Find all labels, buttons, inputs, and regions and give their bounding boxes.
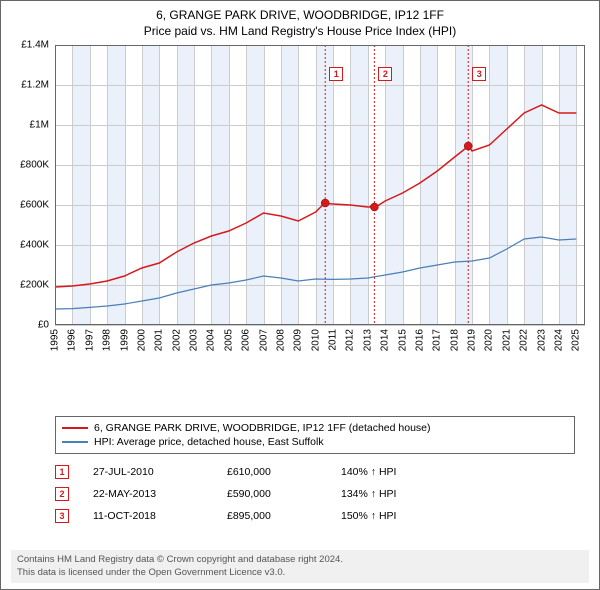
x-tick-label: 2003	[189, 329, 200, 351]
event-pct: 140% ↑ HPI	[341, 466, 396, 478]
x-tick-label: 2018	[449, 329, 460, 351]
event-pct: 150% ↑ HPI	[341, 510, 396, 522]
sale-dot	[370, 203, 378, 211]
x-tick-label: 2023	[536, 329, 547, 351]
x-tick-label: 2004	[206, 329, 217, 351]
footer-line1: Contains HM Land Registry data © Crown c…	[17, 554, 583, 566]
x-tick-label: 2020	[484, 329, 495, 351]
title-block: 6, GRANGE PARK DRIVE, WOODBRIDGE, IP12 1…	[1, 1, 599, 39]
x-tick-label: 2017	[432, 329, 443, 351]
sale-dot	[321, 199, 329, 207]
x-tick-label: 2014	[380, 329, 391, 351]
y-tick-label: £800K	[20, 160, 49, 171]
event-date: 22-MAY-2013	[93, 488, 203, 500]
y-tick-label: £400K	[20, 240, 49, 251]
x-tick-label: 2000	[136, 329, 147, 351]
footer-line2: This data is licensed under the Open Gov…	[17, 567, 583, 579]
series-hpi	[55, 237, 576, 309]
title-subtitle: Price paid vs. HM Land Registry's House …	[1, 23, 599, 39]
legend-row: 6, GRANGE PARK DRIVE, WOODBRIDGE, IP12 1…	[62, 421, 568, 435]
x-tick-label: 2013	[362, 329, 373, 351]
x-tick-label: 2012	[345, 329, 356, 351]
y-tick-label: £0	[38, 320, 49, 331]
y-tick-label: £1.2M	[21, 80, 49, 91]
chart-area: £0£200K£400K£600K£800K£1M£1.2M£1.4M 123 …	[11, 45, 591, 375]
event-price: £895,000	[227, 510, 317, 522]
x-tick-label: 2015	[397, 329, 408, 351]
x-tick-label: 2006	[241, 329, 252, 351]
plot-area: 1 2 3	[55, 45, 585, 325]
x-tick-label: 2021	[501, 329, 512, 351]
x-tick-label: 2022	[519, 329, 530, 351]
x-tick-label: 2009	[293, 329, 304, 351]
legend-label: 6, GRANGE PARK DRIVE, WOODBRIDGE, IP12 1…	[94, 422, 431, 434]
x-tick-label: 1998	[102, 329, 113, 351]
event-date: 11-OCT-2018	[93, 510, 203, 522]
x-tick-label: 2024	[553, 329, 564, 351]
legend-swatch	[62, 427, 88, 429]
y-axis: £0£200K£400K£600K£800K£1M£1.2M£1.4M	[11, 45, 51, 325]
legend-label: HPI: Average price, detached house, East…	[94, 436, 324, 448]
sale-marker-box: 3	[472, 67, 486, 81]
event-row: 3 11-OCT-2018 £895,000 150% ↑ HPI	[55, 505, 575, 527]
x-tick-label: 2011	[328, 329, 339, 351]
x-tick-label: 2016	[414, 329, 425, 351]
x-tick-label: 1999	[119, 329, 130, 351]
legend: 6, GRANGE PARK DRIVE, WOODBRIDGE, IP12 1…	[55, 416, 575, 454]
event-marker-box: 3	[55, 509, 69, 523]
x-axis: 1995199619971998199920002001200220032004…	[55, 327, 585, 375]
event-marker-box: 2	[55, 487, 69, 501]
legend-row: HPI: Average price, detached house, East…	[62, 435, 568, 449]
footer: Contains HM Land Registry data © Crown c…	[11, 550, 589, 583]
x-tick-label: 2019	[467, 329, 478, 351]
x-tick-label: 2002	[171, 329, 182, 351]
chart-container: 6, GRANGE PARK DRIVE, WOODBRIDGE, IP12 1…	[0, 0, 600, 590]
x-tick-label: 1995	[50, 329, 61, 351]
plot-svg	[55, 45, 585, 325]
event-marker-box: 1	[55, 465, 69, 479]
event-row: 1 27-JUL-2010 £610,000 140% ↑ HPI	[55, 461, 575, 483]
x-tick-label: 2010	[310, 329, 321, 351]
event-date: 27-JUL-2010	[93, 466, 203, 478]
event-price: £610,000	[227, 466, 317, 478]
x-tick-label: 2005	[223, 329, 234, 351]
event-row: 2 22-MAY-2013 £590,000 134% ↑ HPI	[55, 483, 575, 505]
x-tick-label: 2025	[571, 329, 582, 351]
x-tick-label: 2008	[275, 329, 286, 351]
legend-swatch	[62, 441, 88, 443]
y-tick-label: £200K	[20, 280, 49, 291]
sale-marker-box: 2	[378, 67, 392, 81]
x-tick-label: 1997	[84, 329, 95, 351]
title-address: 6, GRANGE PARK DRIVE, WOODBRIDGE, IP12 1…	[1, 7, 599, 23]
sale-marker-box: 1	[329, 67, 343, 81]
x-tick-label: 2007	[258, 329, 269, 351]
series-price_paid	[55, 105, 576, 287]
x-tick-label: 1996	[67, 329, 78, 351]
gridline-h	[55, 325, 585, 326]
x-tick-label: 2001	[154, 329, 165, 351]
event-price: £590,000	[227, 488, 317, 500]
y-tick-label: £1M	[30, 120, 49, 131]
y-tick-label: £1.4M	[21, 40, 49, 51]
sale-dot	[464, 142, 472, 150]
event-pct: 134% ↑ HPI	[341, 488, 396, 500]
y-tick-label: £600K	[20, 200, 49, 211]
events-table: 1 27-JUL-2010 £610,000 140% ↑ HPI 2 22-MAY-20…	[55, 461, 575, 527]
